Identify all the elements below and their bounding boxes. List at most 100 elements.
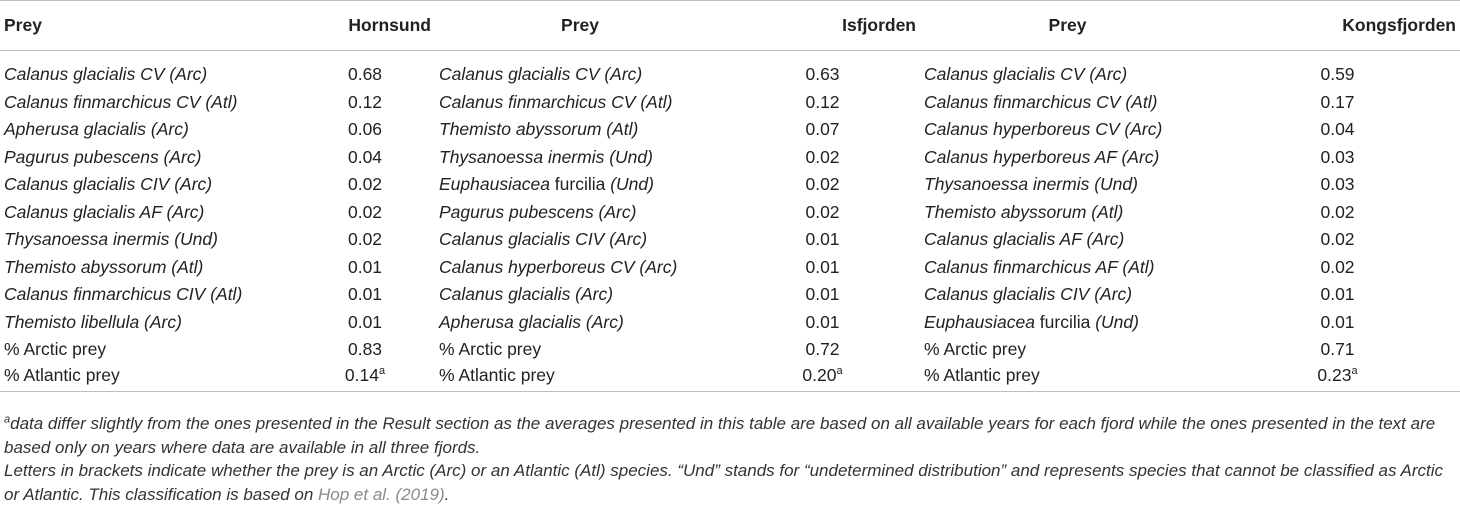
summary-value: 0.14a <box>295 363 435 392</box>
prey-name: Thysanoessa inermis (Und) <box>439 146 653 167</box>
prey-cell: Calanus glacialis CV (Arc) <box>920 61 1215 89</box>
value-cell: 0.01 <box>347 311 383 332</box>
prey-name: Apherusa glacialis (Arc) <box>4 119 189 140</box>
table-row: Calanus finmarchicus CIV (Atl) 0.01 Calanu… <box>0 281 1460 309</box>
value-cell: 0.02 <box>805 174 840 195</box>
prey-distribution: (Und) <box>1090 311 1139 332</box>
prey-cell: Calanus glacialis (Arc) <box>435 281 725 309</box>
value-cell: 0.63 <box>805 64 840 85</box>
prey-cell: Pagurus pubescens (Arc) <box>0 144 295 172</box>
value-cell: 0.68 <box>347 64 383 85</box>
value-cell: 0.01 <box>347 256 383 277</box>
prey-name: Calanus hyperboreus CV (Arc) <box>924 119 1163 140</box>
prey-cell: Euphausiacea furcilia (Und) <box>920 309 1215 337</box>
summary-label: % Atlantic prey <box>0 363 295 392</box>
prey-name: Thysanoessa inermis (Und) <box>4 229 218 250</box>
header-prey-hornsund: Prey <box>0 0 295 51</box>
value-cell: 0.12 <box>805 91 840 112</box>
prey-cell: Calanus finmarchicus CV (Atl) <box>920 89 1215 117</box>
prey-name: Calanus finmarchicus CV (Atl) <box>439 91 673 112</box>
footnote-marker: a <box>378 364 386 377</box>
table-row: Calanus glacialis CV (Arc) 0.68 Calanus gl… <box>0 61 1460 89</box>
value-cell: 0.12 <box>347 91 383 112</box>
summary-value: 0.71 <box>1320 339 1355 360</box>
value-cell: 0.02 <box>347 229 383 250</box>
prey-cell: Pagurus pubescens (Arc) <box>435 199 725 227</box>
prey-cell: Calanus finmarchicus CIV (Atl) <box>0 281 295 309</box>
summary-row: % Atlantic prey 0.14a% Atlantic prey 0.20a… <box>0 363 1460 392</box>
summary-value: 0.83 <box>347 339 383 360</box>
value-cell: 0.02 <box>805 201 840 222</box>
header-isfjorden: Isfjorden <box>725 0 920 51</box>
prey-name: Calanus hyperboreus AF (Arc) <box>924 146 1160 167</box>
prey-cell: Calanus finmarchicus AF (Atl) <box>920 254 1215 282</box>
prey-cell: Calanus glacialis CV (Arc) <box>0 61 295 89</box>
summary-label: % Atlantic prey <box>920 363 1215 392</box>
prey-cell: Themisto abyssorum (Atl) <box>0 254 295 282</box>
table-body: Calanus glacialis CV (Arc) 0.68 Calanus gl… <box>0 61 1460 392</box>
value-cell: 0.01 <box>805 229 840 250</box>
prey-cell: Apherusa glacialis (Arc) <box>0 116 295 144</box>
prey-name: Calanus glacialis CIV (Arc) <box>439 229 648 250</box>
value-cell: 0.04 <box>347 146 383 167</box>
value-cell: 0.02 <box>1320 229 1355 250</box>
prey-cell: Apherusa glacialis (Arc) <box>435 309 725 337</box>
footnote-marker: a <box>836 364 843 377</box>
table-row: Calanus finmarchicus CV (Atl) 0.12 Calanus… <box>0 89 1460 117</box>
prey-name: Pagurus pubescens (Arc) <box>439 201 637 222</box>
prey-distribution: (Und) <box>605 174 654 195</box>
prey-cell: Calanus finmarchicus CV (Atl) <box>435 89 725 117</box>
value-cell: 0.03 <box>1320 146 1355 167</box>
summary-label: % Arctic prey <box>4 339 107 360</box>
value-cell: 0.01 <box>1320 284 1355 305</box>
value-cell: 0.02 <box>805 146 840 167</box>
reference-link[interactable]: Hop et al. (2019) <box>318 484 445 504</box>
value-cell: 0.02 <box>347 201 383 222</box>
table-row: Apherusa glacialis (Arc) 0.06 Themisto aby… <box>0 116 1460 144</box>
prey-name: Pagurus pubescens (Arc) <box>4 146 202 167</box>
prey-name: Calanus glacialis AF (Arc) <box>4 201 205 222</box>
summary-row: % Arctic prey 0.83 % Arctic prey 0.72 % Arct… <box>0 336 1460 364</box>
legend-end: . <box>444 484 450 504</box>
prey-name: Calanus glacialis CV (Arc) <box>4 64 208 85</box>
value-cell: 0.02 <box>347 174 383 195</box>
footnote-marker: a <box>1351 364 1358 377</box>
prey-name: Calanus finmarchicus CV (Atl) <box>924 91 1158 112</box>
table-row: Pagurus pubescens (Arc) 0.04 Thysanoessa i… <box>0 144 1460 172</box>
value-cell: 0.02 <box>1320 256 1355 277</box>
value-cell: 0.07 <box>805 119 840 140</box>
summary-label: % Atlantic prey <box>435 363 725 392</box>
prey-name: Calanus finmarchicus CIV (Atl) <box>4 284 243 305</box>
prey-cell: Calanus glacialis CIV (Arc) <box>435 226 725 254</box>
prey-name: Calanus hyperboreus CV (Arc) <box>439 256 678 277</box>
prey-cell: Thysanoessa inermis (Und) <box>435 144 725 172</box>
footnote-text: data differ slightly from the ones prese… <box>4 414 1436 457</box>
header-prey-isfjorden: Prey <box>435 0 725 51</box>
prey-cell: Calanus glacialis CIV (Arc) <box>0 171 295 199</box>
value-cell: 0.59 <box>1320 64 1355 85</box>
prey-name: Thysanoessa inermis (Und) <box>924 174 1138 195</box>
summary-value: 0.20a <box>725 363 920 392</box>
prey-name: Euphausiacea <box>924 311 1035 332</box>
prey-name: Calanus glacialis (Arc) <box>439 284 614 305</box>
summary-value: 0.23a <box>1215 363 1460 392</box>
prey-cell: Calanus glacialis AF (Arc) <box>920 226 1215 254</box>
value-cell: 0.04 <box>1320 119 1355 140</box>
value-cell: 0.01 <box>805 284 840 305</box>
value-cell: 0.01 <box>1320 311 1355 332</box>
value-cell: 0.01 <box>805 256 840 277</box>
summary-label: % Arctic prey <box>439 339 542 360</box>
header-prey-kongsfjorden: Prey <box>920 0 1215 51</box>
footnote: adata differ slightly from the ones pres… <box>4 412 1456 459</box>
prey-name: Calanus glacialis CV (Arc) <box>439 64 643 85</box>
prey-table: Prey Hornsund Prey Isfjorden Prey Kongsf… <box>0 0 1460 392</box>
prey-name: Themisto abyssorum (Atl) <box>924 201 1124 222</box>
footnote-mark: a <box>4 413 11 426</box>
header-hornsund: Hornsund <box>295 0 435 51</box>
table-row: Themisto abyssorum (Atl) 0.01 Calanus hype… <box>0 254 1460 282</box>
summary-label: % Arctic prey <box>924 339 1027 360</box>
header-kongsfjorden: Kongsfjorden <box>1215 0 1460 51</box>
prey-name: Calanus glacialis CIV (Arc) <box>924 284 1133 305</box>
prey-cell: Themisto abyssorum (Atl) <box>435 116 725 144</box>
